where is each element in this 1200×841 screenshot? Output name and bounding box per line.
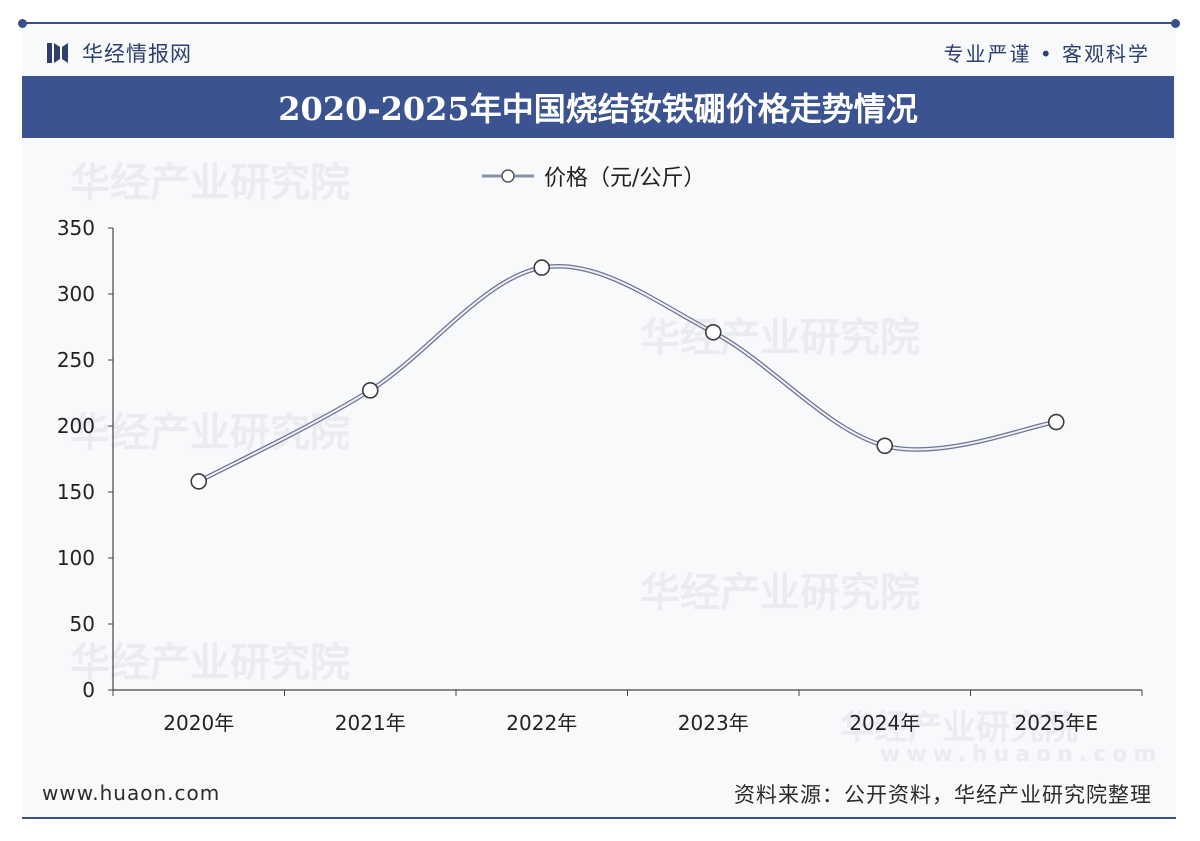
- y-tick-label: 350: [57, 216, 95, 240]
- data-point: [190, 473, 208, 490]
- legend-line-icon: [482, 169, 534, 183]
- x-tick-label: 2020年: [163, 711, 234, 735]
- x-tick-label: 2025年E: [1014, 711, 1098, 735]
- y-tick-label: 150: [57, 480, 95, 504]
- chart-title: 2020-2025年中国烧结钕铁硼价格走势情况: [278, 90, 918, 128]
- data-point: [1047, 413, 1065, 431]
- footer-source: 资料来源：公开资料，华经产业研究院整理: [734, 783, 1152, 807]
- y-tick-label: 250: [57, 348, 95, 372]
- x-tick-label: 2021年: [335, 711, 406, 735]
- chart-frame: [22, 22, 1176, 819]
- data-point: [361, 382, 379, 399]
- slogan: 专业严谨 • 客观科学: [943, 42, 1150, 66]
- footer-url: www.huaon.com: [42, 781, 221, 805]
- y-tick-label: 50: [70, 612, 95, 636]
- y-tick-label: 100: [57, 546, 95, 570]
- series-line: [198, 265, 1057, 483]
- data-point: [876, 437, 894, 455]
- legend: 价格（元/公斤）: [480, 160, 705, 192]
- y-tick-label: 300: [57, 282, 95, 306]
- x-tick-label: 2022年: [506, 711, 577, 735]
- top-rule: [18, 19, 1180, 28]
- data-point: [704, 323, 722, 341]
- y-tick-label: 0: [82, 678, 95, 702]
- y-tick-label: 200: [57, 414, 95, 438]
- logo-text: 华经情报网: [82, 42, 192, 66]
- legend-label: 价格（元/公斤）: [544, 166, 706, 191]
- data-point: [533, 259, 551, 276]
- bottom-rule: [22, 817, 1176, 819]
- logo-icon: [47, 43, 68, 63]
- x-tick-label: 2023年: [678, 711, 749, 735]
- x-tick-label: 2024年: [849, 711, 920, 735]
- brand-logo: 华经情报网: [46, 38, 192, 68]
- title-band: 2020-2025年中国烧结钕铁硼价格走势情况: [22, 76, 1174, 138]
